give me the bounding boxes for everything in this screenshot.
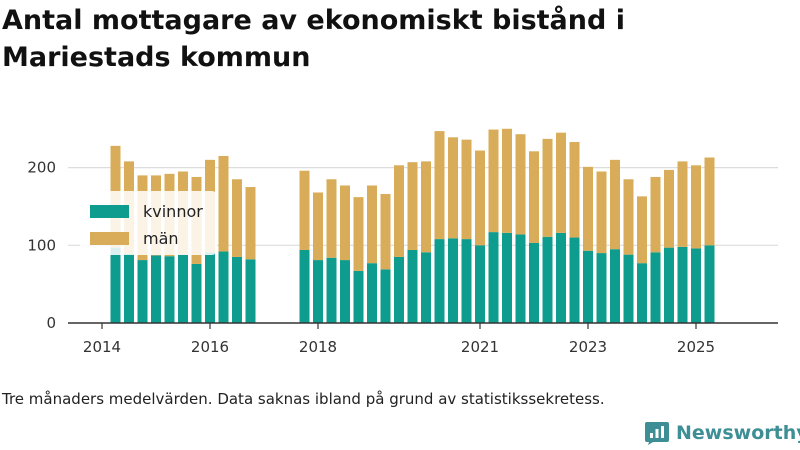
bar-man	[340, 185, 350, 261]
bar-man	[421, 161, 431, 253]
x-tick-label: 2025	[677, 338, 715, 356]
bar-man	[407, 162, 418, 250]
chart-title: Antal mottagare av ekonomiskt bistånd i …	[2, 5, 625, 73]
bar-kvinnor	[191, 263, 202, 323]
bar-kvinnor	[137, 260, 148, 323]
chart-caption: Tre månaders medelvärden. Data saknas ib…	[2, 390, 605, 408]
bar-kvinnor	[650, 252, 661, 323]
legend-label: män	[143, 229, 179, 248]
bar-kvinnor	[205, 252, 215, 323]
bar-kvinnor	[596, 253, 607, 323]
bar-kvinnor	[448, 238, 458, 323]
y-tick-label: 200	[27, 159, 56, 177]
bar-man	[245, 187, 256, 260]
bar-kvinnor	[124, 253, 134, 323]
bar-kvinnor	[488, 232, 499, 323]
bar-man	[691, 165, 701, 249]
bar-man	[542, 138, 553, 237]
bar-man	[299, 170, 310, 250]
bar-kvinnor	[394, 256, 404, 323]
bar-kvinnor	[353, 270, 364, 323]
bar-kvinnor	[367, 263, 377, 323]
bar-man	[650, 176, 661, 253]
bar-kvinnor	[380, 269, 391, 323]
bar-man	[637, 196, 647, 264]
bar-kvinnor	[434, 239, 445, 323]
x-tick-label: 2023	[569, 338, 607, 356]
bar-man	[529, 151, 539, 243]
bar-kvinnor	[164, 256, 175, 323]
bar-man	[380, 194, 391, 270]
bar-man	[367, 185, 377, 264]
bar-kvinnor	[664, 247, 674, 323]
bar-kvinnor	[313, 260, 323, 323]
bar-man	[475, 150, 485, 246]
bar-kvinnor	[245, 259, 256, 323]
bar-kvinnor	[407, 249, 418, 323]
bar-man	[488, 129, 499, 233]
bar-man	[596, 171, 607, 254]
bar-man	[502, 128, 512, 233]
bar-man	[353, 197, 364, 271]
legend: kvinnor män	[80, 191, 217, 255]
bar-man	[556, 132, 566, 233]
bar-man	[313, 192, 323, 261]
bar-kvinnor	[151, 255, 161, 323]
x-tick-label: 2016	[191, 338, 229, 356]
y-tick-label: 100	[27, 236, 56, 254]
bar-kvinnor	[232, 256, 242, 323]
bar-kvinnor	[110, 247, 121, 323]
bar-man	[434, 131, 445, 240]
bar-man	[394, 165, 404, 257]
bar-man	[218, 155, 229, 252]
bar-kvinnor	[610, 249, 620, 323]
bar-man	[610, 159, 620, 250]
brand-logo: Newsworthy	[644, 420, 800, 446]
bar-man	[677, 161, 688, 247]
x-tick-label: 2021	[461, 338, 499, 356]
bar-man	[326, 179, 337, 258]
bar-kvinnor	[340, 260, 350, 323]
bar-kvinnor	[529, 242, 539, 323]
bar-man	[583, 166, 593, 251]
axes: 0 100 200 2014 2016 2018 2021 2023 2025	[27, 159, 778, 356]
bar-kvinnor	[623, 254, 634, 323]
bar-man	[232, 179, 242, 257]
bar-man	[623, 179, 634, 255]
bar-kvinnor	[502, 232, 512, 323]
bar-man	[664, 169, 674, 248]
bar-kvinnor	[326, 257, 337, 323]
bar-kvinnor	[515, 234, 526, 323]
brand-name: Newsworthy	[676, 422, 800, 444]
stacked-bar-chart: 0 100 200 2014 2016 2018 2021 2023 2025 kvinnor m…	[27, 128, 778, 356]
x-tick-label: 2018	[299, 338, 337, 356]
bar-kvinnor	[637, 263, 647, 323]
bar-kvinnor	[691, 248, 701, 323]
bar-kvinnor	[556, 232, 566, 323]
bar-kvinnor	[178, 254, 188, 323]
y-tick-label: 0	[46, 314, 56, 332]
bar-kvinnor	[542, 236, 553, 323]
bar-kvinnor	[677, 246, 688, 323]
bar-kvinnor	[583, 250, 593, 323]
bar-kvinnor	[299, 249, 310, 323]
bar-man	[569, 141, 580, 238]
bar-man	[461, 139, 472, 240]
bar-kvinnor	[569, 237, 580, 323]
bar-kvinnor	[461, 239, 472, 323]
legend-swatch	[90, 232, 129, 245]
legend-label: kvinnor	[143, 202, 203, 221]
x-tick-label: 2014	[83, 338, 121, 356]
bar-kvinnor	[421, 252, 431, 323]
newsworthy-icon	[645, 422, 669, 445]
bar-kvinnor	[218, 251, 229, 323]
bar-man	[448, 137, 458, 239]
bar-man	[515, 134, 526, 235]
bar-man	[704, 157, 715, 246]
bar-kvinnor	[704, 245, 715, 323]
legend-swatch	[90, 205, 129, 218]
bar-kvinnor	[475, 245, 485, 323]
